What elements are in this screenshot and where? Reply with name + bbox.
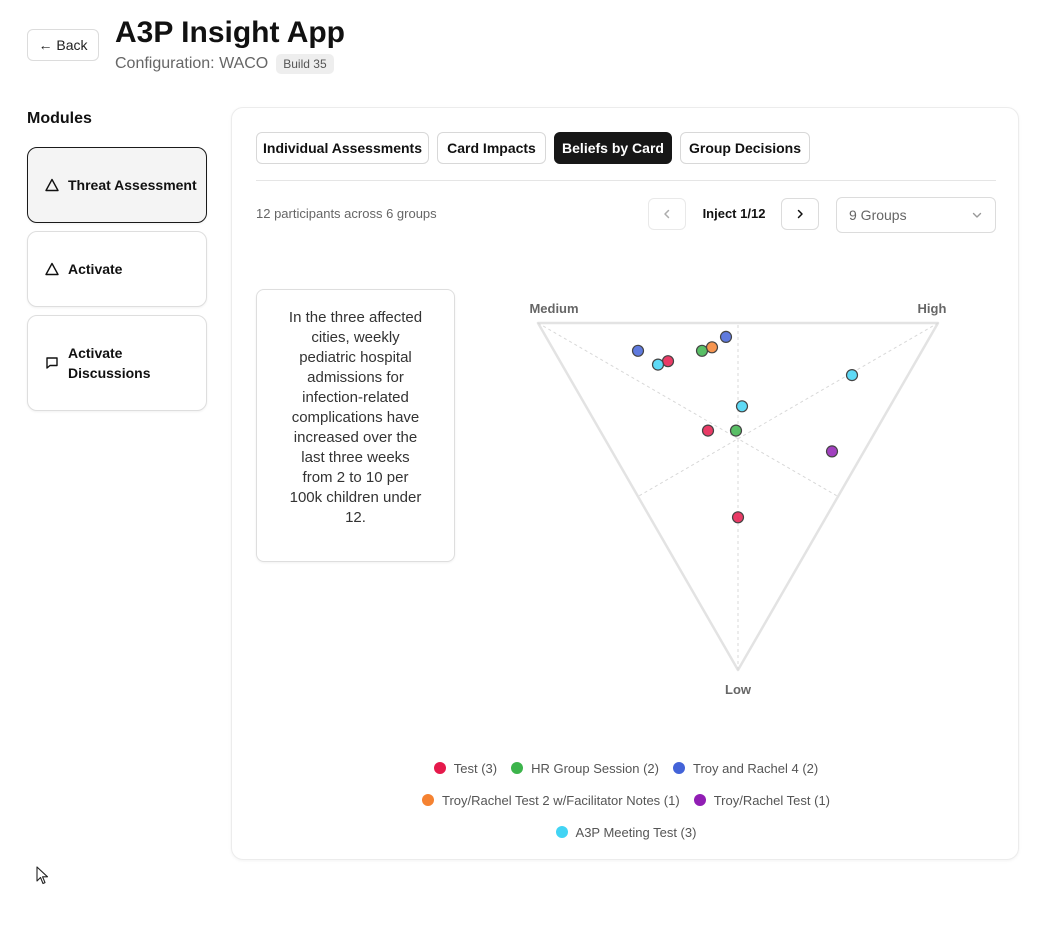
legend-swatch (672, 762, 685, 774)
mouse-cursor-icon (36, 866, 50, 886)
triangle-icon (45, 178, 59, 192)
legend-swatch (555, 826, 568, 838)
legend-item: Troy/Rachel Test (1) (693, 792, 831, 808)
chevron-left-icon (661, 208, 673, 220)
vertex-label-medium: Medium (529, 301, 578, 316)
configuration-text: Configuration: WACO (115, 55, 269, 72)
configuration-line: Configuration: WACO Build 35 (115, 54, 334, 74)
module-activate-discussions[interactable]: Activate Discussions (27, 315, 207, 411)
tab-beliefs-by-card[interactable]: Beliefs by Card (554, 132, 672, 164)
scatter-point[interactable] (845, 369, 859, 382)
inject-card-text: In the three affected cities, weekly ped… (256, 289, 455, 562)
back-button[interactable]: ← Back (27, 29, 99, 61)
chevron-right-icon (794, 208, 806, 220)
vertex-label-high: High (918, 301, 947, 316)
legend-label: Troy/Rachel Test (1) (713, 792, 831, 808)
next-inject-button[interactable] (781, 198, 819, 230)
legend-item: Test (3) (433, 760, 498, 776)
ternary-chart: Medium High Low (529, 301, 947, 697)
legend-label: Troy and Rachel 4 (2) (692, 760, 819, 776)
vertex-label-low: Low (725, 682, 752, 697)
legend-item: A3P Meeting Test (3) (555, 824, 697, 840)
page-title: A3P Insight App (115, 16, 346, 49)
divider (256, 180, 996, 181)
legend-label: A3P Meeting Test (3) (575, 824, 697, 840)
scatter-point[interactable] (695, 344, 709, 357)
legend-item: HR Group Session (2) (511, 761, 659, 776)
legend-label: Troy/Rachel Test 2 w/Facilitator Notes (… (441, 792, 680, 808)
scatter-point[interactable] (631, 344, 645, 357)
legend-item: Troy and Rachel 4 (2) (672, 760, 819, 776)
legend-row: Troy/Rachel Test 2 w/Facilitator Notes (… (256, 784, 996, 816)
chevron-down-icon (971, 209, 983, 221)
tab-card-impacts[interactable]: Card Impacts (437, 132, 546, 164)
median-line (537, 322, 839, 497)
modules-heading: Modules (27, 110, 92, 127)
participants-summary: 12 participants across 6 groups (256, 206, 437, 221)
legend-item: Troy/Rachel Test 2 w/Facilitator Notes (… (421, 792, 680, 808)
beliefs-panel: Individual Assessments Card Impacts Beli… (231, 107, 1019, 860)
tab-individual-assessments[interactable]: Individual Assessments (256, 132, 429, 164)
median-line (637, 322, 939, 497)
scatter-point[interactable] (729, 424, 743, 437)
chart-legend: Test (3) HR Group Session (2) Troy and Rac… (256, 752, 996, 848)
scatter-point[interactable] (825, 445, 839, 458)
tab-group-decisions[interactable]: Group Decisions (680, 132, 810, 164)
groups-select[interactable]: 9 Groups (836, 197, 996, 233)
module-threat-assessment[interactable]: Threat Assessment (27, 147, 207, 223)
triangle-icon (45, 262, 59, 276)
legend-swatch (433, 762, 446, 774)
scatter-point[interactable] (701, 424, 715, 437)
scatter-point[interactable] (651, 358, 665, 371)
legend-label: Test (3) (453, 760, 498, 776)
message-square-icon (45, 356, 59, 370)
scatter-point[interactable] (661, 355, 675, 368)
scatter-point[interactable] (735, 400, 749, 413)
inject-indicator: Inject 1/12 (702, 206, 766, 221)
module-label: Activate Discussions (68, 345, 151, 381)
legend-row: Test (3) HR Group Session (2) Troy and Rac… (256, 752, 996, 784)
module-label: Threat Assessment (68, 177, 197, 193)
module-activate[interactable]: Activate (27, 231, 207, 307)
legend-swatch (421, 794, 434, 806)
scatter-point[interactable] (719, 330, 733, 343)
legend-row: A3P Meeting Test (3) (256, 816, 996, 848)
build-badge: Build 35 (276, 54, 334, 74)
legend-swatch (693, 794, 706, 806)
module-label: Activate (68, 261, 123, 277)
scatter-point[interactable] (731, 511, 745, 524)
scatter-point[interactable] (705, 341, 719, 354)
ternary-triangle (536, 321, 940, 672)
previous-inject-button[interactable] (648, 198, 686, 230)
legend-label: HR Group Session (2) (531, 760, 659, 776)
groups-select-value: 9 Groups (849, 207, 907, 223)
legend-swatch (511, 762, 524, 774)
